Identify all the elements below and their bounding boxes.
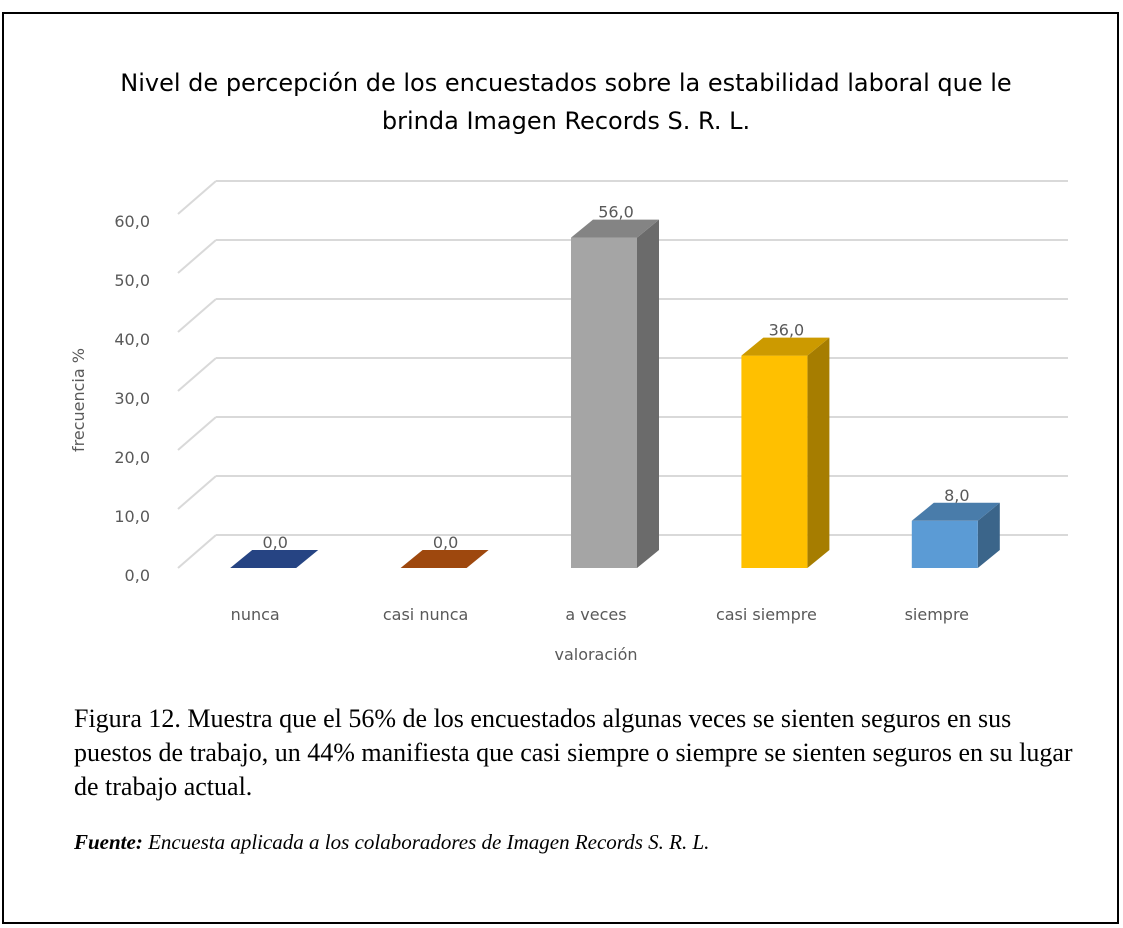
y-tick-label: 30,0 — [114, 389, 150, 408]
x-axis-label: valoración — [554, 645, 637, 664]
x-tick-label: casi nunca — [383, 605, 469, 624]
x-tick-label: casi siempre — [716, 605, 817, 624]
bar-side — [637, 219, 659, 568]
frame — [2, 12, 1119, 924]
x-tick-label: nunca — [231, 605, 280, 624]
source: Fuente: Encuesta aplicada a los colabora… — [74, 830, 709, 855]
grid-wall-line — [177, 534, 217, 569]
source-text: Encuesta aplicada a los colaboradores de… — [142, 830, 710, 854]
bar-top — [911, 502, 1000, 521]
x-tick-label: siempre — [905, 605, 969, 624]
bar — [571, 237, 637, 568]
grid-wall-line — [177, 475, 217, 510]
grid-wall-line — [177, 180, 217, 215]
bar — [911, 520, 978, 568]
value-label: 56,0 — [598, 203, 634, 222]
value-label: 36,0 — [769, 321, 805, 340]
bar-top — [571, 219, 659, 238]
chart-title: Nivel de percepción de los encuestados s… — [120, 69, 1012, 135]
bar-top — [741, 337, 830, 356]
y-tick-label: 10,0 — [114, 507, 150, 526]
value-label: 0,0 — [433, 533, 458, 552]
bar-top — [230, 550, 319, 568]
grid-wall-line — [177, 357, 217, 392]
y-tick-label: 20,0 — [114, 448, 150, 467]
y-tick-label: 50,0 — [114, 271, 150, 290]
bar-side — [807, 337, 830, 568]
bar-top — [400, 550, 489, 568]
value-label: 0,0 — [262, 533, 287, 552]
y-axis-label: frecuencia % — [69, 348, 88, 452]
grid-wall-line — [177, 298, 217, 333]
grid-wall-line — [177, 239, 217, 274]
y-tick-label: 0,0 — [125, 566, 150, 585]
bar-side — [977, 502, 1000, 568]
y-tick-label: 60,0 — [114, 212, 150, 231]
grid-wall-line — [177, 416, 217, 451]
bar — [741, 355, 808, 568]
caption: Figura 12. Muestra que el 56% de los enc… — [74, 704, 1073, 801]
source-label: Fuente: — [74, 830, 143, 854]
x-tick-label: a veces — [565, 605, 626, 624]
value-label: 8,0 — [944, 486, 969, 505]
y-tick-label: 40,0 — [114, 330, 150, 349]
